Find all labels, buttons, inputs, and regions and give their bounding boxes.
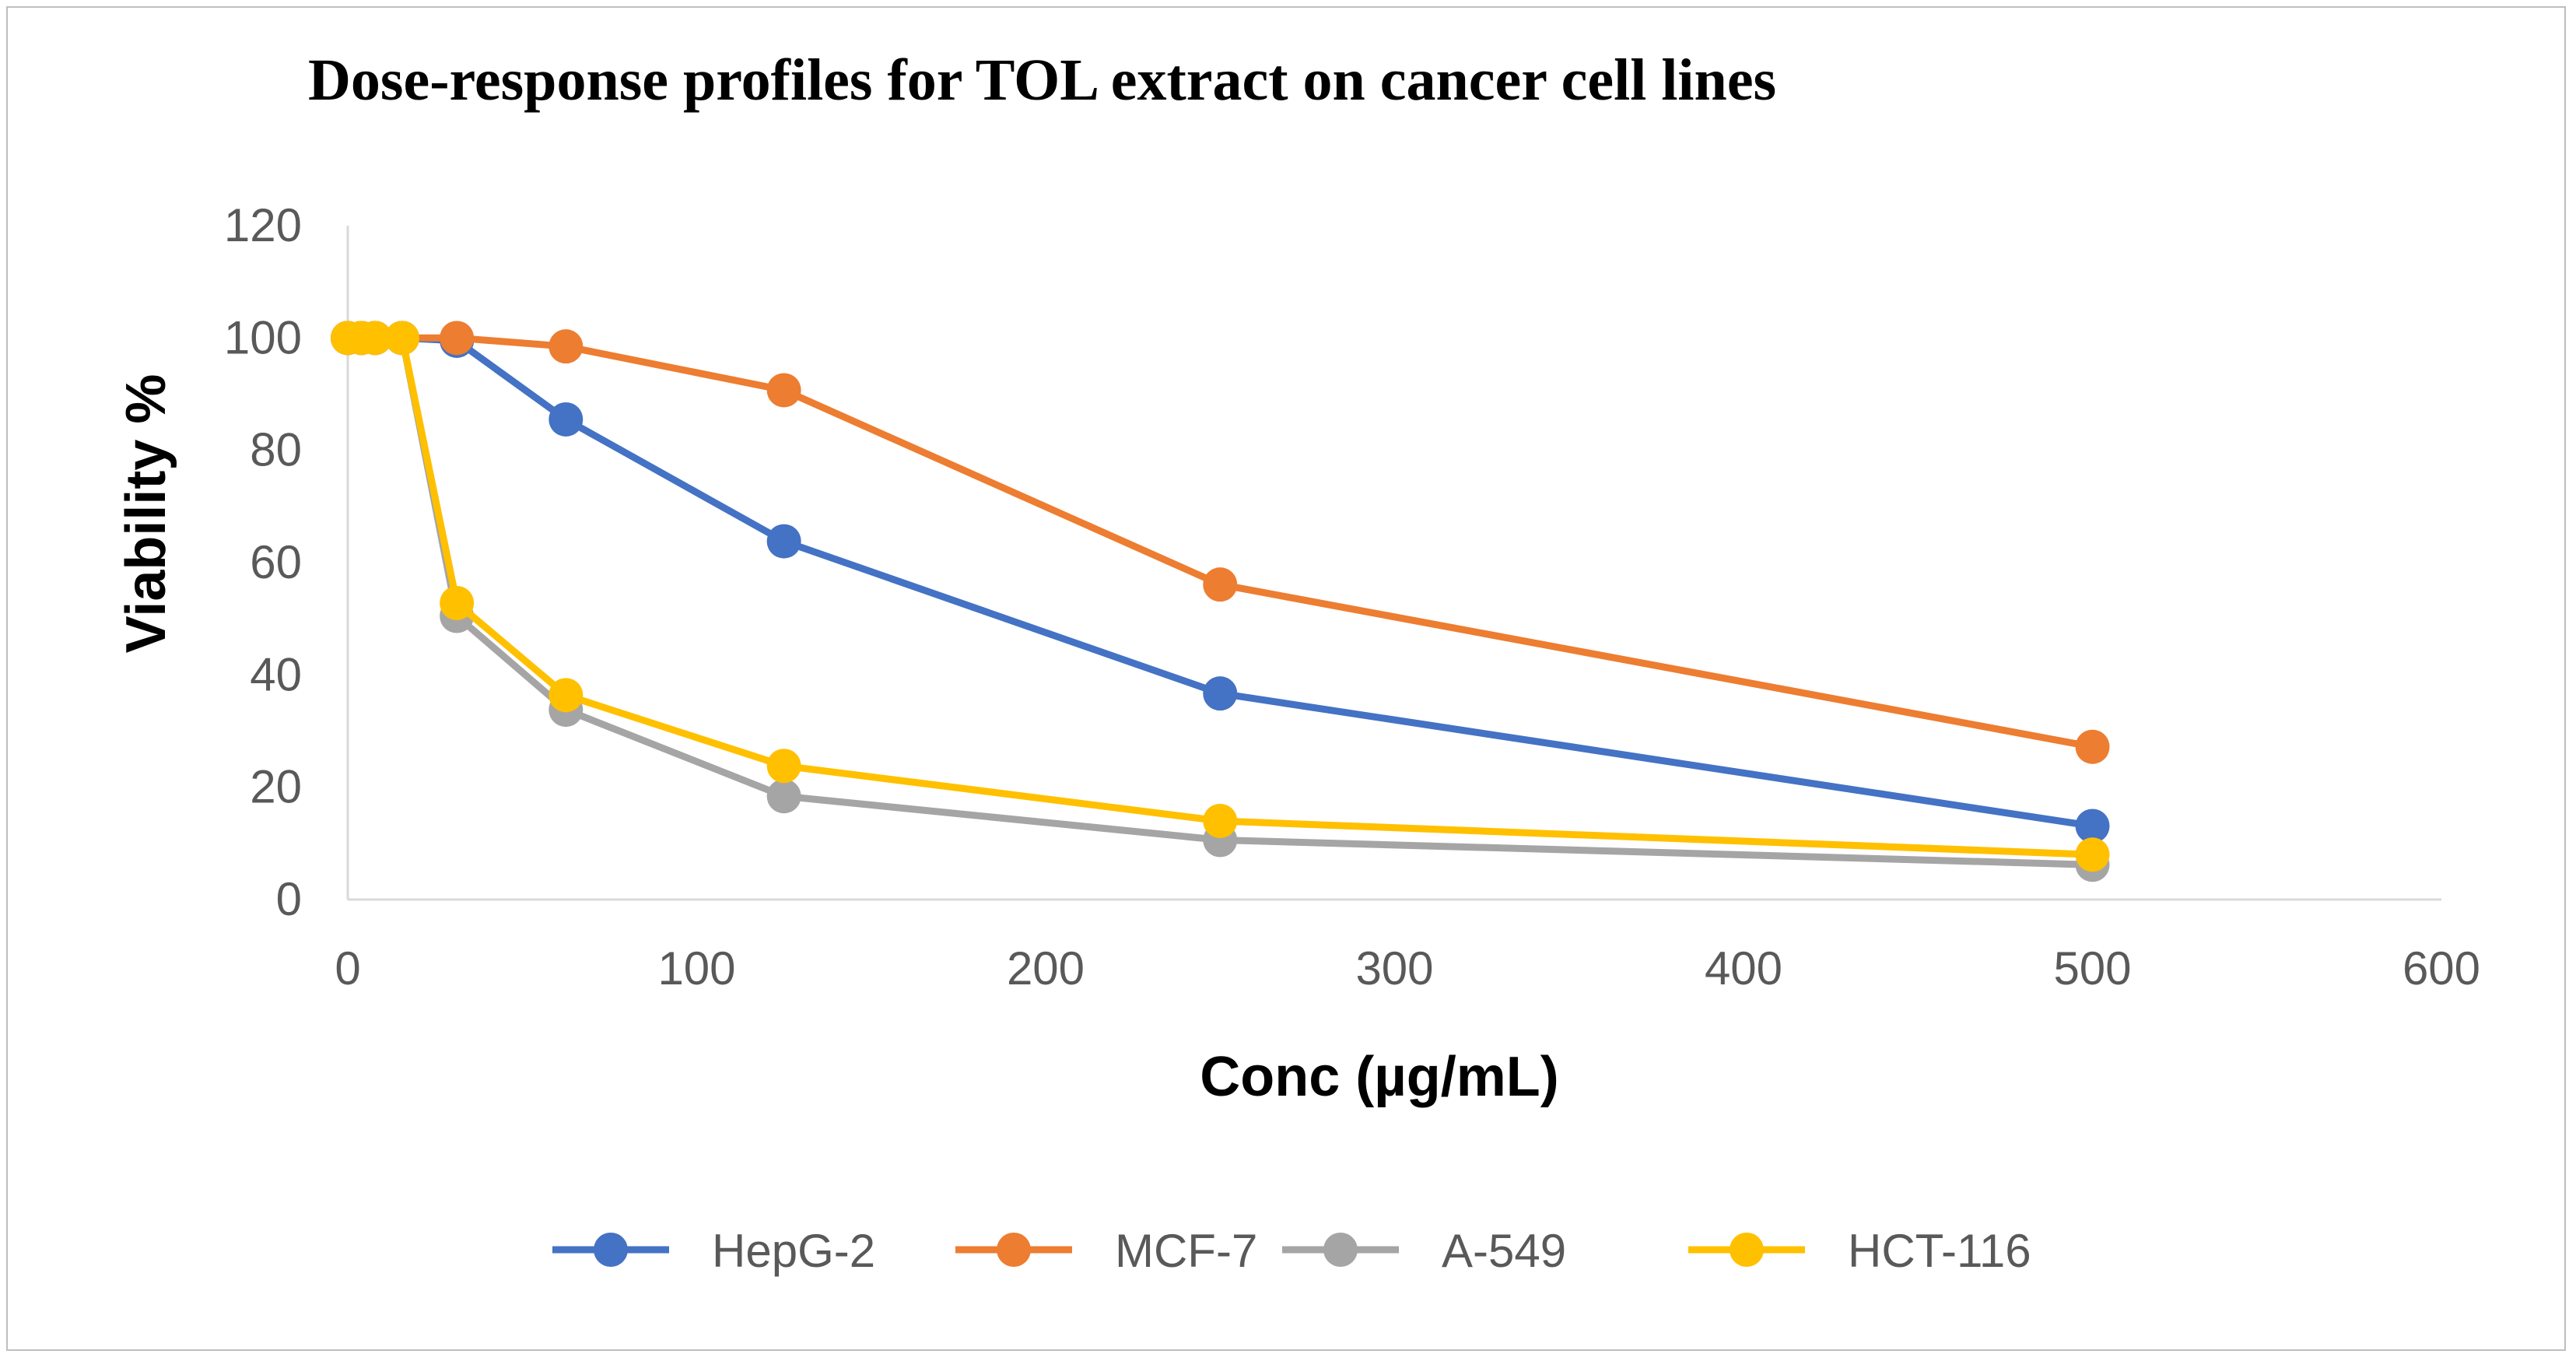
legend-marker [1323, 1233, 1358, 1267]
data-point [548, 329, 584, 364]
data-point [766, 373, 801, 408]
legend-item-mcf-7: MCF-7 [955, 1225, 1257, 1277]
x-axis-title: Conc (µg/mL) [1200, 1046, 1558, 1108]
y-tick-label: 20 [250, 761, 302, 813]
x-tick-label: 0 [335, 942, 360, 994]
y-tick-label: 40 [250, 648, 302, 700]
legend-marker [997, 1233, 1031, 1267]
y-tick-label: 100 [224, 311, 302, 363]
y-axis-title: Viability % [115, 374, 177, 654]
data-point [384, 321, 419, 356]
data-point [766, 524, 801, 559]
x-tick-label: 400 [1705, 942, 1782, 994]
x-tick-label: 600 [2403, 942, 2480, 994]
x-tick-label: 500 [2053, 942, 2131, 994]
legend-item-a-549: A-549 [1282, 1225, 1566, 1277]
legend-label: A-549 [1442, 1225, 1566, 1277]
line-chart: Dose-response profiles for TOL extract o… [115, 47, 2480, 1277]
chart-title: Dose-response profiles for TOL extract o… [308, 47, 1776, 113]
data-point [2075, 729, 2110, 764]
y-tick-label: 120 [224, 199, 302, 251]
data-point [440, 585, 475, 620]
legend-label: HCT-116 [1848, 1225, 2031, 1277]
data-point [548, 402, 584, 437]
series-hct-116 [331, 321, 2110, 872]
data-point [2075, 837, 2110, 872]
chart-frame: Dose-response profiles for TOL extract o… [6, 6, 2566, 1351]
data-point [1203, 803, 1238, 838]
data-point [1203, 676, 1238, 711]
series-layer [331, 321, 2110, 882]
y-tick-label: 0 [276, 873, 302, 925]
legend-label: MCF-7 [1115, 1225, 1257, 1277]
legend-marker [594, 1233, 628, 1267]
legend-label: HepG-2 [712, 1225, 875, 1277]
x-tick-label: 100 [657, 942, 735, 994]
legend: HepG-2 MCF-7 A-549 HCT-116 [552, 1225, 2031, 1277]
x-tick-label: 200 [1007, 942, 1085, 994]
data-point [548, 678, 584, 713]
tick-labels: 0 20 40 60 80 100 120 0 100 200 300 400 500 600 [224, 199, 2480, 994]
data-point [766, 779, 801, 814]
y-tick-label: 60 [250, 536, 302, 588]
legend-item-hct-116: HCT-116 [1688, 1225, 2031, 1277]
data-point [357, 321, 392, 356]
legend-marker [1730, 1233, 1764, 1267]
data-point [2075, 809, 2110, 844]
data-point [766, 749, 801, 784]
y-tick-label: 80 [250, 424, 302, 476]
legend-item-hepg-2: HepG-2 [552, 1225, 875, 1277]
data-point [440, 321, 475, 356]
x-tick-label: 300 [1355, 942, 1433, 994]
data-point [1203, 567, 1238, 602]
